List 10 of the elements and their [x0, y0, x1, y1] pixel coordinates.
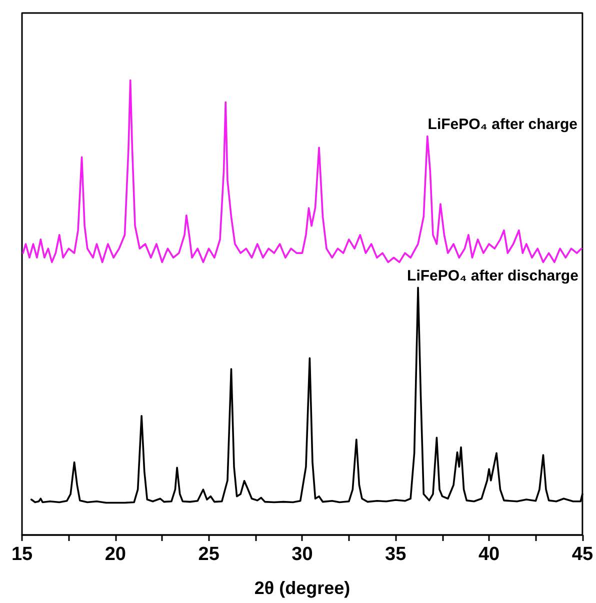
x-tick-label: 15: [11, 544, 33, 565]
x-tick-label: 30: [292, 544, 313, 565]
x-tick-label: 40: [478, 544, 500, 565]
x-tick-label: 20: [104, 544, 126, 565]
series-label: LiFePO₄ after discharge: [407, 268, 578, 285]
x-tick-label: 25: [198, 544, 220, 565]
series-label: LiFePO₄ after charge: [428, 116, 578, 134]
x-axis-title: 2θ (degree): [254, 578, 350, 598]
x-tick-label: 45: [572, 544, 594, 565]
x-tick-label: 35: [385, 544, 407, 565]
